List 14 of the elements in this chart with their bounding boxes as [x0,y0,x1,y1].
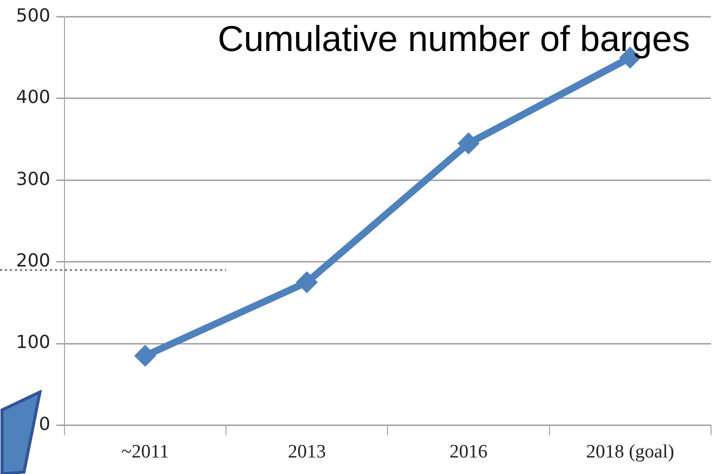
x-tick-label: 2018 (goal) [586,442,674,463]
y-tick-label: 300 [16,168,50,190]
point [296,271,318,294]
y-tick-label: 0 [38,414,50,435]
y-tick-label: 500 [16,5,50,26]
x-tick-label: 2013 [288,442,326,463]
chart-title: Cumulative number of barges [218,18,690,60]
x-tick-label: ~2011 [121,442,169,463]
y-tick-label: 400 [16,87,50,108]
y-tick-label: 200 [16,250,50,272]
y-tick-label: 100 [16,332,50,354]
x-tick-label: 2016 [450,442,488,463]
point [134,344,156,367]
point [458,132,480,154]
